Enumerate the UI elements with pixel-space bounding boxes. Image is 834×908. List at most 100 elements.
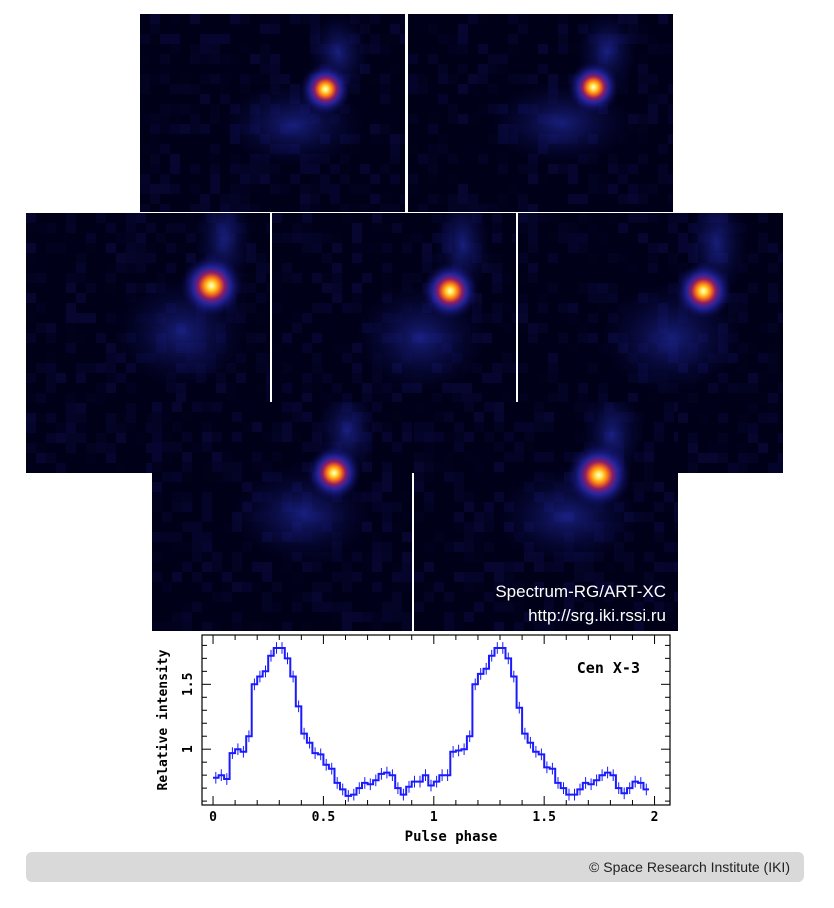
noise-pixel	[160, 124, 170, 134]
noise-pixel	[628, 194, 638, 204]
noise-pixel	[126, 253, 136, 263]
noise-pixel	[644, 572, 654, 582]
noise-pixel	[76, 253, 86, 263]
noise-pixel	[256, 353, 266, 363]
noise-pixel	[588, 363, 598, 373]
noise-pixel	[190, 14, 200, 24]
noise-pixel	[468, 14, 478, 24]
noise-pixel	[200, 124, 210, 134]
noise-pixel	[414, 452, 424, 462]
noise-pixel	[172, 442, 182, 452]
noise-pixel	[312, 363, 322, 373]
noise-pixel	[524, 612, 534, 622]
noise-pixel	[256, 293, 266, 303]
noise-pixel	[342, 612, 352, 622]
noise-pixel	[270, 14, 280, 24]
noise-pixel	[182, 542, 192, 552]
noise-pixel	[166, 263, 176, 273]
noise-pixel	[170, 154, 180, 164]
noise-pixel	[370, 74, 380, 84]
noise-pixel	[26, 213, 36, 223]
noise-pixel	[452, 393, 462, 403]
noise-pixel	[538, 293, 548, 303]
noise-pixel	[96, 213, 106, 223]
noise-pixel	[340, 164, 350, 174]
noise-pixel	[454, 512, 464, 522]
noise-pixel	[462, 383, 472, 393]
noise-pixel	[36, 413, 46, 423]
noise-pixel	[718, 433, 728, 443]
noise-pixel	[56, 423, 66, 433]
noise-pixel	[200, 194, 210, 204]
noise-pixel	[370, 194, 380, 204]
noise-pixel	[578, 243, 588, 253]
noise-pixel	[146, 463, 156, 473]
noise-pixel	[182, 472, 192, 482]
noise-pixel	[66, 323, 76, 333]
noise-pixel	[768, 393, 778, 403]
noise-pixel	[594, 622, 604, 631]
noise-pixel	[668, 134, 673, 144]
noise-pixel	[160, 144, 170, 154]
noise-pixel	[220, 84, 230, 94]
noise-pixel	[170, 184, 180, 194]
noise-pixel	[444, 432, 454, 442]
noise-pixel	[152, 622, 162, 631]
noise-pixel	[310, 174, 320, 184]
noise-pixel	[488, 64, 498, 74]
noise-pixel	[648, 104, 658, 114]
noise-pixel	[688, 433, 698, 443]
noise-pixel	[492, 313, 502, 323]
noise-pixel	[46, 353, 56, 363]
noise-pixel	[638, 194, 648, 204]
noise-pixel	[392, 412, 402, 422]
noise-pixel	[212, 402, 222, 412]
noise-pixel	[674, 562, 678, 572]
noise-pixel	[658, 144, 668, 154]
noise-pixel	[558, 34, 568, 44]
noise-pixel	[390, 154, 400, 164]
noise-pixel	[514, 602, 524, 612]
noise-pixel	[528, 263, 538, 273]
noise-pixel	[474, 502, 484, 512]
noise-pixel	[262, 562, 272, 572]
noise-pixel	[282, 402, 292, 412]
noise-pixel	[414, 572, 424, 582]
noise-pixel	[538, 263, 548, 273]
noise-pixel	[474, 402, 484, 412]
noise-pixel	[152, 412, 162, 422]
noise-pixel	[222, 582, 232, 592]
noise-pixel	[648, 114, 658, 124]
noise-pixel	[424, 472, 434, 482]
noise-pixel	[382, 602, 392, 612]
noise-pixel	[528, 273, 538, 283]
noise-pixel	[76, 363, 86, 373]
noise-pixel	[514, 442, 524, 452]
noise-pixel	[468, 84, 478, 94]
noise-pixel	[162, 532, 172, 542]
noise-pixel	[290, 174, 300, 184]
noise-pixel	[674, 432, 678, 442]
noise-pixel	[438, 74, 448, 84]
noise-pixel	[654, 422, 664, 432]
noise-pixel	[310, 194, 320, 204]
noise-pixel	[434, 462, 444, 472]
noise-pixel	[778, 433, 783, 443]
noise-pixel	[282, 363, 292, 373]
noise-pixel	[342, 213, 352, 223]
noise-pixel	[380, 64, 390, 74]
noise-pixel	[588, 184, 598, 194]
noise-pixel	[86, 313, 96, 323]
noise-pixel	[96, 433, 106, 443]
noise-pixel	[96, 363, 106, 373]
noise-pixel	[648, 74, 658, 84]
image-tile-7	[414, 402, 678, 631]
noise-pixel	[438, 64, 448, 74]
noise-pixel	[26, 373, 36, 383]
noise-pixel	[312, 592, 322, 602]
noise-pixel	[748, 283, 758, 293]
noise-pixel	[66, 213, 76, 223]
noise-pixel	[140, 74, 150, 84]
noise-pixel	[302, 562, 312, 572]
noise-pixel	[210, 144, 220, 154]
